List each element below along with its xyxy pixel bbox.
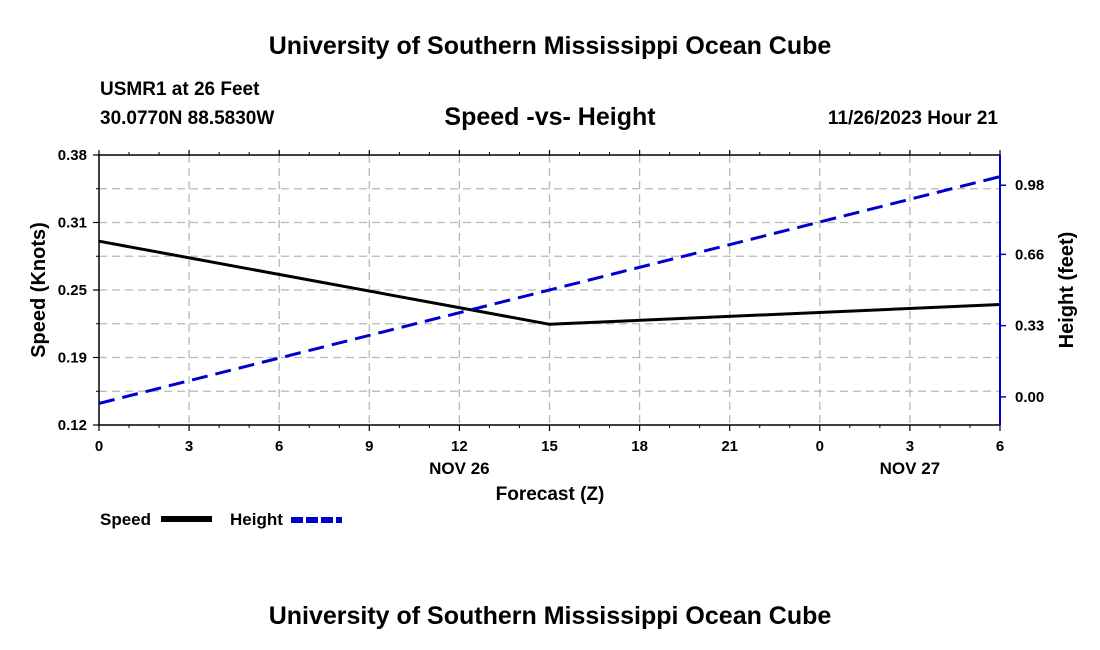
y-right-tick-label: 0.98 bbox=[1015, 177, 1044, 194]
station-label: USMR1 at 26 Feet bbox=[100, 79, 260, 100]
legend-label-speed: Speed bbox=[100, 510, 151, 529]
x-day-label: NOV 26 bbox=[429, 459, 489, 478]
legend-label-height: Height bbox=[230, 510, 283, 529]
y-right-tick-label: 0.66 bbox=[1015, 246, 1044, 263]
y-left-tick-label: 0.19 bbox=[58, 350, 87, 367]
x-axis-title: Forecast (Z) bbox=[496, 484, 605, 505]
y-left-tick-label: 0.25 bbox=[58, 282, 87, 299]
chart-title: Speed -vs- Height bbox=[444, 103, 656, 131]
series-group bbox=[98, 175, 1001, 405]
footer-title: University of Southern Mississippi Ocean… bbox=[269, 602, 832, 630]
page-title: University of Southern Mississippi Ocean… bbox=[269, 32, 832, 60]
y-axis-right-title: Height (feet) bbox=[1056, 232, 1078, 349]
y-axis-left: 0.12 0.19 0.25 0.31 0.38 bbox=[58, 147, 99, 434]
y-left-tick-label: 0.38 bbox=[58, 147, 87, 164]
x-tick-label: 6 bbox=[996, 438, 1004, 455]
x-tick-label: 21 bbox=[721, 438, 738, 455]
y-right-tick-label: 0.00 bbox=[1015, 389, 1044, 406]
x-day-label: NOV 27 bbox=[880, 459, 940, 478]
x-day-labels: NOV 26 NOV 27 bbox=[429, 459, 940, 478]
x-tick-label: 0 bbox=[95, 438, 103, 455]
x-tick-label: 6 bbox=[275, 438, 283, 455]
y-left-tick-label: 0.12 bbox=[58, 417, 87, 434]
series-line-speed bbox=[98, 239, 1001, 326]
grid-lines bbox=[99, 155, 1000, 425]
x-tick-label: 18 bbox=[631, 438, 648, 455]
x-tick-label: 3 bbox=[185, 438, 193, 455]
y-left-tick-label: 0.31 bbox=[58, 215, 87, 232]
coordinates-label: 30.0770N 88.5830W bbox=[100, 108, 274, 129]
legend: Speed Height bbox=[100, 510, 342, 529]
y-axis-left-title: Speed (Knots) bbox=[28, 222, 50, 358]
x-tick-label: 12 bbox=[451, 438, 468, 455]
datetime-label: 11/26/2023 Hour 21 bbox=[828, 108, 998, 129]
series-line-height bbox=[98, 175, 1001, 405]
x-tick-label: 0 bbox=[816, 438, 824, 455]
x-tick-label: 9 bbox=[365, 438, 373, 455]
y-axis-right: 0.00 0.33 0.66 0.98 bbox=[1000, 177, 1044, 406]
y-right-tick-label: 0.33 bbox=[1015, 318, 1044, 335]
x-axis: 0 3 6 9 12 15 18 21 0 3 6 bbox=[95, 150, 1004, 455]
x-tick-label: 15 bbox=[541, 438, 558, 455]
plot-area bbox=[98, 152, 1001, 428]
x-tick-label: 3 bbox=[906, 438, 914, 455]
